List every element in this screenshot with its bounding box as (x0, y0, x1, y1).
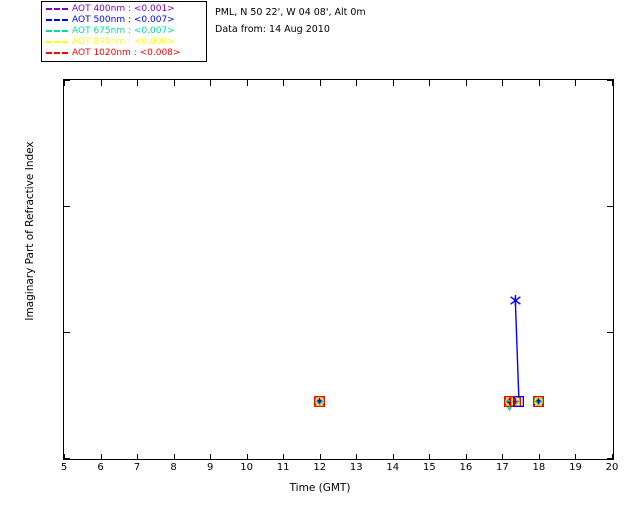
x-tick-label: 16 (459, 462, 473, 473)
y-tick-left (64, 458, 70, 459)
legend-item: AOT 1020nm : <0.008> (42, 48, 206, 59)
x-tick-top (538, 80, 540, 86)
legend-line-swatch-675nm (46, 29, 68, 32)
x-tick-bottom (575, 454, 577, 460)
x-tick-label: 5 (60, 462, 68, 473)
legend-value-500nm: : <0.007> (127, 15, 175, 25)
y-tick-left (64, 332, 70, 333)
x-tick-label: 20 (605, 462, 619, 473)
legend-label-1020nm: AOT 1020nm (72, 48, 131, 58)
legend-item: AOT 500nm : <0.007> (42, 15, 206, 26)
legend-value-675nm: : <0.007> (127, 26, 175, 36)
x-tick-top (465, 80, 467, 86)
legend-line-swatch-1020nm (46, 51, 68, 54)
site-location-line: PML, N 50 22', W 04 08', Alt 0m (215, 7, 366, 18)
x-tick-top (283, 80, 285, 86)
legend-value-400nm: : <0.001> (127, 4, 175, 14)
x-tick-label: 17 (496, 462, 509, 473)
x-tick-bottom (502, 454, 504, 460)
x-tick-bottom (283, 454, 285, 460)
x-tick-label: 12 (313, 462, 327, 473)
x-tick-top (64, 80, 65, 86)
x-tick-top (210, 80, 212, 86)
y-tick-right (607, 332, 613, 333)
x-tick-label: 18 (532, 462, 546, 473)
x-tick-label: 15 (422, 462, 436, 473)
data-date-line: Data from: 14 Aug 2010 (215, 24, 330, 35)
x-tick-bottom (612, 454, 613, 460)
legend-item: AOT 400nm : <0.001> (42, 4, 206, 15)
x-tick-bottom (538, 454, 540, 460)
x-tick-top (173, 80, 175, 86)
chart-annotation: PML, N 50 22', W 04 08', Alt 0m Data fro… (215, 4, 366, 38)
data-point-marker (509, 291, 521, 310)
x-tick-bottom (356, 454, 358, 460)
series-line-layer (514, 296, 520, 398)
legend-label-870nm: AOT 870nm (72, 37, 126, 47)
x-tick-label: 13 (349, 462, 363, 473)
x-tick-top (246, 80, 248, 86)
x-tick-label: 7 (133, 462, 141, 473)
legend-value-870nm: : <0.008> (127, 37, 175, 47)
x-tick-bottom (429, 454, 431, 460)
x-tick-label: 9 (206, 462, 214, 473)
y-tick-left (64, 80, 70, 81)
legend-line-swatch-870nm (46, 40, 68, 43)
y-tick-right (607, 206, 613, 207)
legend-label-500nm: AOT 500nm (72, 15, 126, 25)
x-tick-top (575, 80, 577, 86)
y-axis-title: Imaginary Part of Refractive Index (24, 141, 36, 321)
plot-frame (63, 79, 614, 460)
series-line-500nm (514, 296, 520, 398)
data-point-marker (313, 392, 326, 411)
x-tick-top (356, 80, 358, 86)
x-tick-top (429, 80, 431, 86)
x-tick-bottom (137, 454, 139, 460)
x-tick-bottom (319, 454, 321, 460)
x-tick-bottom (246, 454, 248, 460)
legend: AOT 400nm : <0.001> AOT 500nm : <0.007> … (41, 1, 207, 62)
y-tick-right (607, 458, 613, 459)
x-tick-top (612, 80, 613, 86)
data-point-marker (513, 392, 525, 411)
x-tick-top (392, 80, 394, 86)
x-tick-top (137, 80, 139, 86)
x-tick-label: 11 (276, 462, 290, 473)
legend-label-400nm: AOT 400nm (72, 4, 126, 14)
x-tick-bottom (465, 454, 467, 460)
x-tick-label: 19 (569, 462, 582, 473)
legend-value-1020nm: : <0.008> (133, 48, 181, 58)
y-tick-left (64, 206, 70, 207)
y-tick-right (607, 80, 613, 81)
legend-item: AOT 675nm : <0.007> (42, 26, 206, 37)
x-tick-label: 8 (170, 462, 177, 473)
legend-item: AOT 870nm : <0.008> (42, 37, 206, 48)
legend-line-swatch-400nm (46, 7, 68, 10)
x-tick-top (319, 80, 321, 86)
x-tick-bottom (100, 454, 102, 460)
legend-line-swatch-500nm (46, 18, 68, 21)
legend-label-675nm: AOT 675nm (72, 26, 126, 36)
x-tick-bottom (64, 454, 65, 460)
data-point-marker (533, 392, 545, 411)
x-tick-label: 14 (386, 462, 400, 473)
x-tick-label: 10 (240, 462, 254, 473)
x-tick-bottom (392, 454, 394, 460)
x-axis-title: Time (GMT) (289, 482, 351, 494)
x-tick-bottom (210, 454, 212, 460)
x-tick-top (502, 80, 504, 86)
plot-data-area (64, 80, 612, 458)
x-tick-top (100, 80, 102, 86)
x-tick-label: 6 (97, 462, 104, 473)
x-tick-bottom (173, 454, 175, 460)
